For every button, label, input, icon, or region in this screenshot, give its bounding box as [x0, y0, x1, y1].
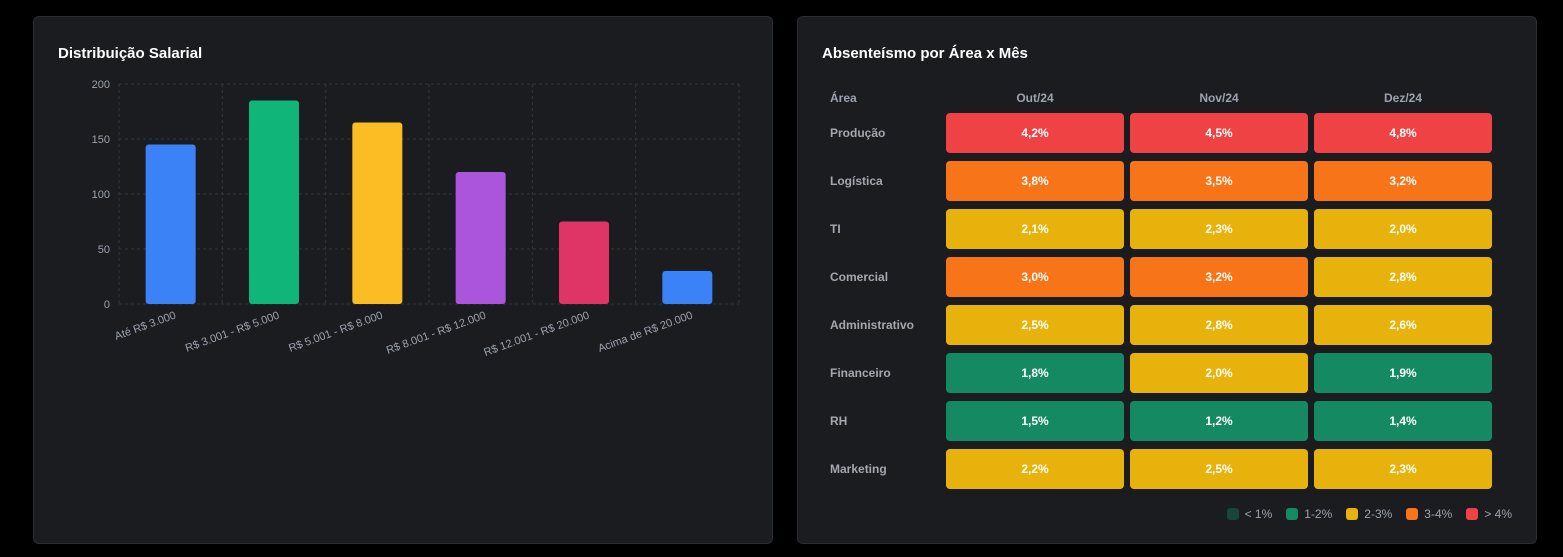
area-label: RH [830, 414, 848, 428]
legend-item: 2-3% [1346, 507, 1392, 521]
y-tick-label: 200 [92, 79, 110, 91]
heatmap-cell: 3,2% [1130, 257, 1308, 297]
legend-item: 1-2% [1286, 507, 1332, 521]
heatmap-cell: 1,2% [1130, 401, 1308, 441]
area-label: Administrativo [830, 318, 915, 332]
legend-label: 1-2% [1304, 507, 1333, 521]
heatmap-cell: 2,0% [1130, 353, 1308, 393]
salary-bar-chart: 0 50 100 150 200 Até R$ 3.000 R$ 3.001 - R$ 5.… [92, 79, 740, 359]
heatmap-cell: 4,8% [1314, 113, 1492, 153]
month-column-header: Nov/24 [1199, 91, 1239, 105]
salary-bar [249, 100, 299, 304]
salary-distribution-panel: Distribuição Salarial 0 50 100 150 200 Até R$… [33, 16, 773, 544]
heatmap-row: Administrativo 2,5% 2,8% 2,6% [830, 305, 1492, 345]
heatmap-cell: 2,6% [1314, 305, 1492, 345]
heatmap-cell: 2,3% [1130, 209, 1308, 249]
legend-item: > 4% [1466, 507, 1512, 521]
salary-bar [145, 144, 196, 304]
heatmap-header-row: Área Out/24 Nov/24 Dez/24 [830, 91, 1492, 105]
heatmap-row: RH 1,5% 1,2% 1,4% [830, 401, 1492, 441]
legend-item: < 1% [1226, 507, 1273, 521]
heatmap-cell: 3,5% [1130, 161, 1308, 201]
heatmap-cell: 2,0% [1314, 209, 1492, 249]
area-label: Logística [830, 174, 883, 188]
absenteeism-title: Absenteísmo por Área x Mês [822, 45, 1028, 62]
area-label: TI [830, 222, 841, 236]
heatmap-row: Financeiro 1,8% 2,0% 1,9% [830, 353, 1492, 393]
salary-chart-title: Distribuição Salarial [58, 45, 203, 62]
heatmap-row: Comercial 3,0% 3,2% 2,8% [830, 257, 1492, 297]
x-tick-label: R$ 3.001 - R$ 5.000 [184, 310, 281, 355]
area-label: Produção [830, 126, 886, 140]
month-column-header: Out/24 [1016, 91, 1054, 105]
legend-swatch [1406, 508, 1419, 520]
heatmap-cell: 1,8% [946, 353, 1124, 393]
x-tick-label: R$ 5.001 - R$ 8.000 [287, 310, 384, 355]
legend-swatch [1226, 508, 1239, 520]
salary-bar [662, 271, 713, 304]
legend-label: < 1% [1244, 507, 1273, 521]
legend-swatch [1286, 508, 1299, 520]
heatmap-cell: 2,8% [1314, 257, 1492, 297]
legend-label: 3-4% [1424, 507, 1453, 521]
heatmap-cell: 1,5% [946, 401, 1124, 441]
x-tick-label: R$ 8.001 - R$ 12.000 [385, 310, 488, 357]
area-label: Financeiro [830, 366, 891, 380]
legend-label: 2-3% [1364, 507, 1393, 521]
heatmap-cell: 2,2% [946, 449, 1124, 489]
absenteeism-panel: Absenteísmo por Área x Mês Área Out/24 N… [797, 16, 1537, 544]
heatmap-cell: 2,8% [1130, 305, 1308, 345]
salary-bar [455, 172, 506, 304]
month-column-header: Dez/24 [1383, 91, 1423, 105]
heatmap-cell: 3,2% [1314, 161, 1492, 201]
heatmap-cell: 4,2% [946, 113, 1124, 153]
salary-bar [352, 122, 403, 304]
legend-swatch [1466, 508, 1479, 520]
heatmap-row: Logística 3,8% 3,5% 3,2% [830, 161, 1492, 201]
heatmap-cell: 2,5% [946, 305, 1124, 345]
y-tick-label: 100 [92, 189, 110, 201]
salary-bar [559, 221, 609, 304]
heatmap-cell: 1,9% [1314, 353, 1492, 393]
x-tick-label: Até R$ 3.000 [113, 310, 177, 343]
y-tick-label: 150 [92, 134, 110, 146]
area-label: Marketing [830, 462, 887, 476]
heatmap-cell: 2,5% [1130, 449, 1308, 489]
heatmap-legend: < 1% 1-2% 2-3% 3-4% > 4% [1226, 507, 1512, 521]
heatmap-row: TI 2,1% 2,3% 2,0% [830, 209, 1492, 249]
heatmap-cell: 3,0% [946, 257, 1124, 297]
heatmap-row: Marketing 2,2% 2,5% 2,3% [830, 449, 1492, 489]
legend-label: > 4% [1484, 507, 1512, 521]
heatmap-cell: 3,8% [946, 161, 1124, 201]
x-tick-label: Acima de R$ 20.000 [597, 310, 695, 355]
y-tick-label: 50 [98, 244, 110, 256]
heatmap-cell: 2,3% [1314, 449, 1492, 489]
heatmap-cell: 2,1% [946, 209, 1124, 249]
heatmap-cell: 4,5% [1130, 113, 1308, 153]
heatmap-cell: 1,4% [1314, 401, 1492, 441]
absenteeism-heatmap: Área Out/24 Nov/24 Dez/24 Produção 4,2% 4,… [824, 83, 1498, 497]
legend-swatch [1346, 508, 1359, 520]
y-tick-label: 0 [104, 299, 110, 311]
area-label: Comercial [830, 270, 889, 284]
x-tick-label: R$ 12.001 - R$ 20.000 [482, 310, 591, 359]
legend-item: 3-4% [1406, 507, 1452, 521]
heatmap-row: Produção 4,2% 4,5% 4,8% [830, 113, 1492, 153]
area-column-header: Área [830, 91, 857, 105]
